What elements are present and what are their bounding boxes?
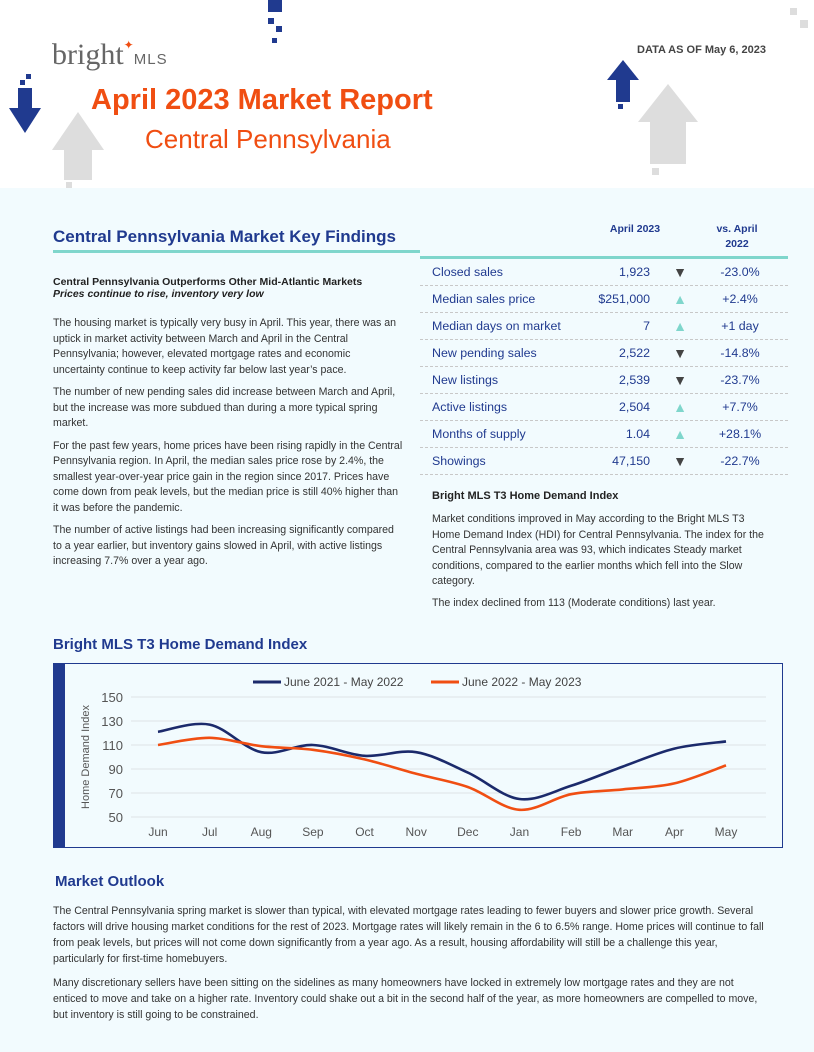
legend-label: June 2022 - May 2023 [462, 675, 582, 689]
table-row: Closed sales 1,923 ▼ -23.0% [420, 259, 788, 286]
key-metrics-table: Closed sales 1,923 ▼ -23.0% Median sales pri… [420, 256, 788, 475]
x-tick-label: Mar [612, 825, 633, 839]
hdi-body: Market conditions improved in May accord… [432, 512, 772, 617]
outlook-body: The Central Pennsylvania spring market i… [53, 903, 765, 1031]
table-row: New pending sales 2,522 ▼ -14.8% [420, 340, 788, 367]
paragraph: Many discretionary sellers have been sit… [53, 977, 758, 1021]
col-header-april-2023: April 2023 [609, 223, 661, 235]
y-tick-label: 130 [101, 714, 123, 729]
metric-value: $251,000 [598, 292, 650, 306]
market-outlook-heading: Market Outlook [55, 873, 165, 890]
triangle-down-icon: ▼ [673, 345, 687, 361]
y-tick-label: 70 [109, 786, 123, 801]
metric-value: 2,539 [618, 373, 650, 387]
legend-label: June 2021 - May 2022 [284, 675, 404, 689]
metric-change: +7.7% [722, 400, 758, 414]
x-tick-label: Sep [302, 825, 324, 839]
paragraph: The housing market is typically very bus… [53, 317, 397, 376]
metric-label: Showings [432, 454, 486, 468]
metric-value: 7 [643, 319, 650, 333]
triangle-up-icon: ▲ [673, 291, 687, 307]
y-axis-label: Home Demand Index [80, 705, 92, 809]
x-tick-label: Dec [457, 825, 478, 839]
metric-label: Active listings [432, 400, 508, 414]
metric-label: Median sales price [432, 292, 536, 306]
series-line [157, 736, 727, 812]
table-row: Median sales price $251,000 ▲ +2.4% [420, 286, 788, 313]
x-tick-label: Feb [561, 825, 582, 839]
metric-label: New pending sales [432, 346, 537, 360]
metric-label: Median days on market [432, 319, 561, 333]
y-tick-label: 150 [101, 690, 123, 705]
arrow-down-icon [9, 74, 41, 133]
triangle-up-icon: ▲ [673, 426, 687, 442]
arrow-decorations [9, 0, 808, 188]
metric-value: 47,150 [612, 454, 650, 468]
headline: Central Pennsylvania Outperforms Other M… [53, 276, 363, 288]
bright-mls-logo: bright✦MLS [52, 38, 168, 71]
series-line [157, 722, 727, 801]
page-title: April 2023 Market Report [91, 84, 433, 116]
home-demand-index-chart: 50 70 90 110 130 150 Jun Jul Aug Sep Oct Nov Dec Jan F… [80, 675, 766, 839]
triangle-up-icon: ▲ [673, 318, 687, 334]
paragraph: The number of new pending sales did incr… [53, 386, 396, 429]
metric-change: -22.7% [720, 454, 760, 468]
chart-accent-bar [53, 663, 65, 848]
metric-change: -14.8% [720, 346, 760, 360]
x-tick-label: Aug [251, 825, 272, 839]
page-subtitle: Central Pennsylvania [145, 124, 391, 154]
paragraph: The index declined from 113 (Moderate co… [432, 596, 716, 609]
metric-label: Months of supply [432, 427, 526, 441]
paragraph: The Central Pennsylvania spring market i… [53, 905, 764, 965]
triangle-down-icon: ▼ [673, 372, 687, 388]
divider [420, 256, 788, 259]
table-row: Active listings 2,504 ▲ +7.7% [420, 394, 788, 421]
metric-change: -23.7% [720, 373, 760, 387]
x-tick-label: Oct [355, 825, 374, 839]
x-tick-label: Jan [510, 825, 529, 839]
metric-change: +2.4% [722, 292, 758, 306]
metric-change: +28.1% [718, 427, 762, 441]
x-tick-label: Apr [665, 825, 684, 839]
x-tick-label: Nov [406, 825, 427, 839]
triangle-down-icon: ▼ [673, 453, 687, 469]
subheadline: Prices continue to rise, inventory very … [53, 288, 264, 300]
metric-value: 2,522 [618, 346, 650, 360]
y-tick-label: 90 [109, 762, 123, 777]
hdi-heading: Bright MLS T3 Home Demand Index [432, 490, 619, 502]
triangle-down-icon: ▼ [673, 264, 687, 280]
x-tick-label: May [715, 825, 738, 839]
paragraph: For the past few years, home prices have… [53, 439, 403, 514]
arrow-up-icon [268, 0, 639, 109]
y-tick-label: 110 [102, 738, 123, 753]
metric-label: New listings [432, 373, 499, 387]
arrow-up-grey-icon [638, 8, 808, 175]
key-findings-heading: Central Pennsylvania Market Key Findings [53, 227, 396, 246]
col-header-vs-april-2022: vs. April 2022 [716, 223, 758, 250]
paragraph: Market conditions improved in May accord… [432, 513, 764, 587]
metric-label: Closed sales [432, 265, 503, 279]
table-row: New listings 2,539 ▼ -23.7% [420, 367, 788, 394]
table-row: Showings 47,150 ▼ -22.7% [420, 448, 788, 475]
y-tick-label: 50 [109, 810, 123, 825]
table-row: Median days on market 7 ▲ +1 day [420, 313, 788, 340]
x-tick-label: Jun [148, 825, 167, 839]
metric-value: 2,504 [618, 400, 650, 414]
findings-headline: Central Pennsylvania Outperforms Other M… [53, 276, 403, 300]
metric-value: 1.04 [625, 427, 650, 441]
paragraph: The number of active listings had been i… [53, 524, 394, 567]
metric-change: -23.0% [720, 265, 760, 279]
data-as-of: DATA AS OF May 6, 2023 [637, 44, 766, 56]
metric-change: +1 day [721, 319, 759, 333]
table-row: Months of supply 1.04 ▲ +28.1% [420, 421, 788, 448]
arrow-up-grey-icon [52, 112, 104, 188]
x-tick-label: Jul [202, 825, 217, 839]
findings-body: The housing market is typically very bus… [53, 316, 403, 577]
triangle-up-icon: ▲ [673, 399, 687, 415]
metric-value: 1,923 [618, 265, 650, 279]
divider [53, 250, 420, 253]
chart-heading: Bright MLS T3 Home Demand Index [53, 636, 308, 653]
